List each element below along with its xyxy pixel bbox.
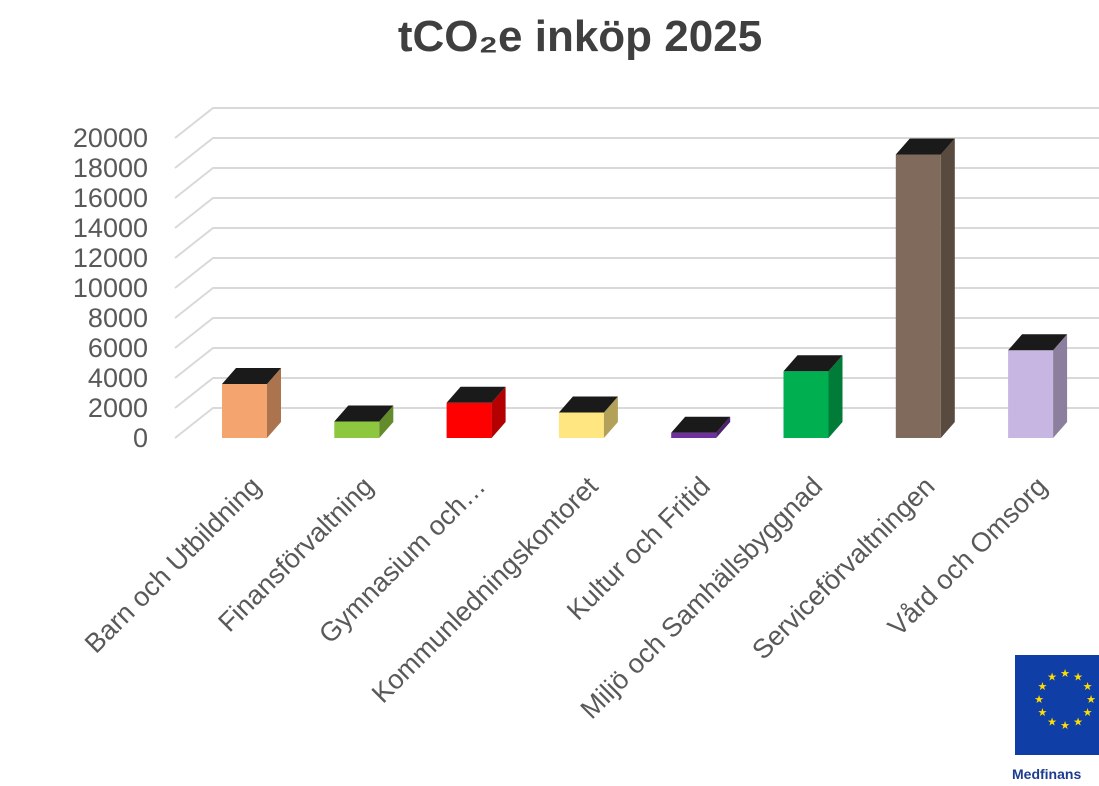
x-tick-label: Miljö och Samhällsbyggnad — [575, 471, 829, 725]
grid-line — [174, 317, 1099, 349]
star-icon: ★ — [1073, 717, 1083, 729]
grid-line — [174, 227, 1099, 259]
y-tick-label: 6000 — [88, 333, 148, 363]
grid-line — [174, 107, 1099, 139]
x-tick-label: Serviceförvaltningen — [746, 471, 940, 665]
x-axis-ticks: Barn och UtbildningFinansförvaltningGymn… — [79, 471, 1053, 725]
bar — [671, 416, 731, 438]
eu-stars-icon: ★ ★★★★★★★★★★★ — [1034, 668, 1096, 732]
star-icon: ★ — [1038, 707, 1048, 719]
y-tick-label: 12000 — [73, 243, 148, 273]
bar — [446, 386, 506, 438]
chart-title: tCO₂e inköp 2025 — [397, 12, 763, 61]
bar — [558, 396, 618, 438]
y-tick-label: 18000 — [73, 153, 148, 183]
y-tick-label: 0 — [133, 423, 148, 453]
grid-line — [174, 287, 1099, 319]
y-tick-label: 14000 — [73, 213, 148, 243]
y-tick-label: 20000 — [73, 123, 148, 153]
star-icon: ★ — [1060, 668, 1070, 680]
star-icon: ★ — [1060, 720, 1070, 732]
bars — [222, 138, 1068, 438]
y-tick-label: 8000 — [88, 303, 148, 333]
bar — [1008, 334, 1068, 438]
star-icon: ★ — [1086, 694, 1096, 706]
x-tick-label: Kommunledningskontoret — [366, 471, 604, 709]
star-icon: ★ — [1047, 717, 1057, 729]
eu-caption: Medfinans — [1012, 766, 1082, 782]
grid-line — [174, 167, 1099, 199]
y-tick-label: 10000 — [73, 273, 148, 303]
grid-line — [174, 137, 1099, 169]
star-icon: ★ — [1073, 671, 1083, 683]
y-tick-label: 4000 — [88, 363, 148, 393]
grid-line — [174, 347, 1099, 379]
star-icon: ★ — [1034, 694, 1044, 706]
bar — [783, 355, 843, 438]
grid-line — [174, 377, 1099, 409]
bar — [334, 405, 394, 438]
y-axis-ticks: 0200040006000800010000120001400016000180… — [73, 123, 148, 453]
y-tick-label: 2000 — [88, 393, 148, 423]
star-icon: ★ — [1047, 671, 1057, 683]
star-icon: ★ — [1038, 681, 1048, 693]
grid-line — [174, 407, 1099, 439]
grid-lines — [174, 107, 1099, 439]
star-icon: ★ — [1083, 707, 1093, 719]
star-icon: ★ — [1083, 681, 1093, 693]
grid-line — [174, 197, 1099, 229]
grid-line — [174, 257, 1099, 289]
bar — [895, 138, 955, 438]
eu-flag-logo: ★ ★ ★ ★ ★ ★ ★ ★ ★ ★ ★ ★ — [1015, 655, 1099, 755]
bar — [222, 368, 281, 438]
y-tick-label: 16000 — [73, 183, 148, 213]
